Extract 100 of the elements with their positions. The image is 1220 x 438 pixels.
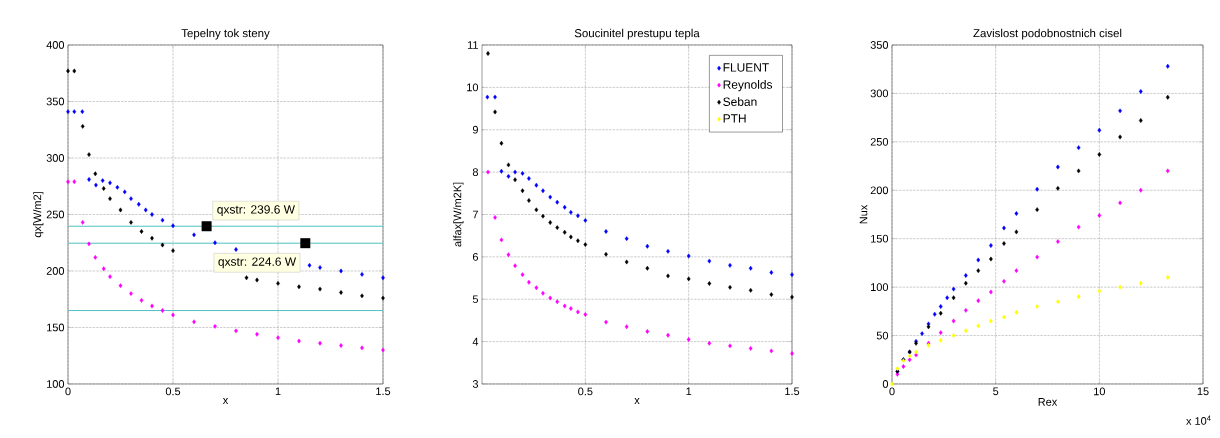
point — [534, 182, 539, 188]
point — [555, 225, 560, 231]
x-tick-label: 0.5 — [578, 387, 593, 396]
point — [938, 338, 943, 343]
point — [645, 265, 650, 271]
point — [520, 272, 525, 278]
point — [108, 196, 112, 202]
point — [276, 335, 280, 341]
y-tick-label: 9 — [472, 125, 478, 134]
point — [576, 238, 580, 244]
y-tick-label: 6 — [472, 252, 479, 261]
point — [604, 251, 608, 257]
point — [339, 343, 343, 348]
x-tick-label: 15 — [1197, 387, 1209, 396]
point — [276, 281, 280, 286]
point — [576, 213, 580, 219]
point — [1035, 207, 1039, 213]
point — [562, 204, 567, 210]
point — [108, 180, 112, 186]
point — [150, 235, 154, 241]
point — [527, 198, 531, 203]
chart-title: Tepelny tok steny — [181, 28, 270, 40]
point — [360, 293, 364, 299]
point — [645, 243, 650, 249]
point — [381, 295, 385, 301]
y-tick-label: 200 — [870, 186, 889, 195]
point — [1002, 278, 1006, 284]
point — [506, 173, 511, 179]
point — [624, 236, 629, 242]
chart-title: Soucinitel prestupu tepla — [574, 28, 700, 40]
point — [160, 217, 165, 223]
point — [360, 271, 364, 277]
y-tick-label: 350 — [870, 41, 889, 49]
point — [506, 252, 511, 258]
point — [1014, 211, 1019, 216]
point — [1076, 145, 1081, 151]
y-tick-label: 250 — [870, 137, 889, 146]
point — [976, 323, 981, 329]
point — [1002, 314, 1006, 320]
point — [686, 276, 691, 282]
point — [150, 212, 154, 217]
point — [80, 220, 85, 225]
point — [666, 273, 670, 279]
point — [666, 332, 670, 338]
y-tick-label: 300 — [870, 89, 889, 98]
annotation: qxstr: 239.6 W — [217, 205, 295, 217]
point — [707, 258, 712, 264]
point — [604, 229, 608, 234]
point — [1138, 89, 1143, 94]
point — [1138, 280, 1143, 286]
point — [938, 310, 943, 316]
y-tick-label: 50 — [876, 331, 889, 340]
point — [748, 265, 753, 271]
point — [583, 242, 588, 247]
point — [118, 207, 123, 213]
point — [1138, 187, 1143, 193]
point — [1056, 299, 1060, 305]
point — [534, 207, 539, 213]
point — [100, 178, 105, 183]
y-tick-label: 11 — [467, 41, 478, 49]
point — [769, 348, 774, 354]
y-axis-title: qx[W/m2] — [33, 192, 44, 238]
point — [339, 290, 343, 295]
point — [192, 319, 196, 325]
point — [1014, 309, 1019, 315]
point — [989, 289, 993, 295]
legend-label: Seban — [723, 97, 757, 106]
point — [748, 346, 753, 351]
point — [318, 340, 322, 346]
chart-title: Zavislost podobnostnich cisel — [973, 28, 1122, 40]
point — [72, 109, 77, 115]
legend-label: Reynolds — [723, 80, 773, 92]
point — [1097, 213, 1102, 218]
y-tick-label: 150 — [871, 234, 889, 243]
point — [901, 364, 906, 369]
point — [297, 338, 301, 344]
y-tick-label: 400 — [46, 41, 65, 49]
point — [129, 291, 133, 296]
point — [520, 170, 525, 176]
point — [583, 312, 588, 317]
point — [499, 140, 504, 146]
point — [951, 333, 956, 338]
point — [101, 186, 106, 191]
point — [93, 255, 98, 260]
point — [1076, 294, 1081, 300]
x-tick-label: 10 — [1094, 387, 1105, 396]
point — [1035, 186, 1039, 192]
point — [938, 330, 943, 336]
point — [569, 306, 573, 311]
point — [989, 243, 993, 248]
point — [963, 280, 968, 286]
point — [139, 297, 144, 303]
point — [160, 308, 165, 313]
point — [171, 223, 175, 229]
point — [381, 347, 385, 353]
point — [728, 343, 732, 349]
point — [318, 286, 322, 292]
legend-label: PTH — [723, 114, 746, 123]
point — [527, 176, 531, 181]
point — [171, 248, 175, 254]
